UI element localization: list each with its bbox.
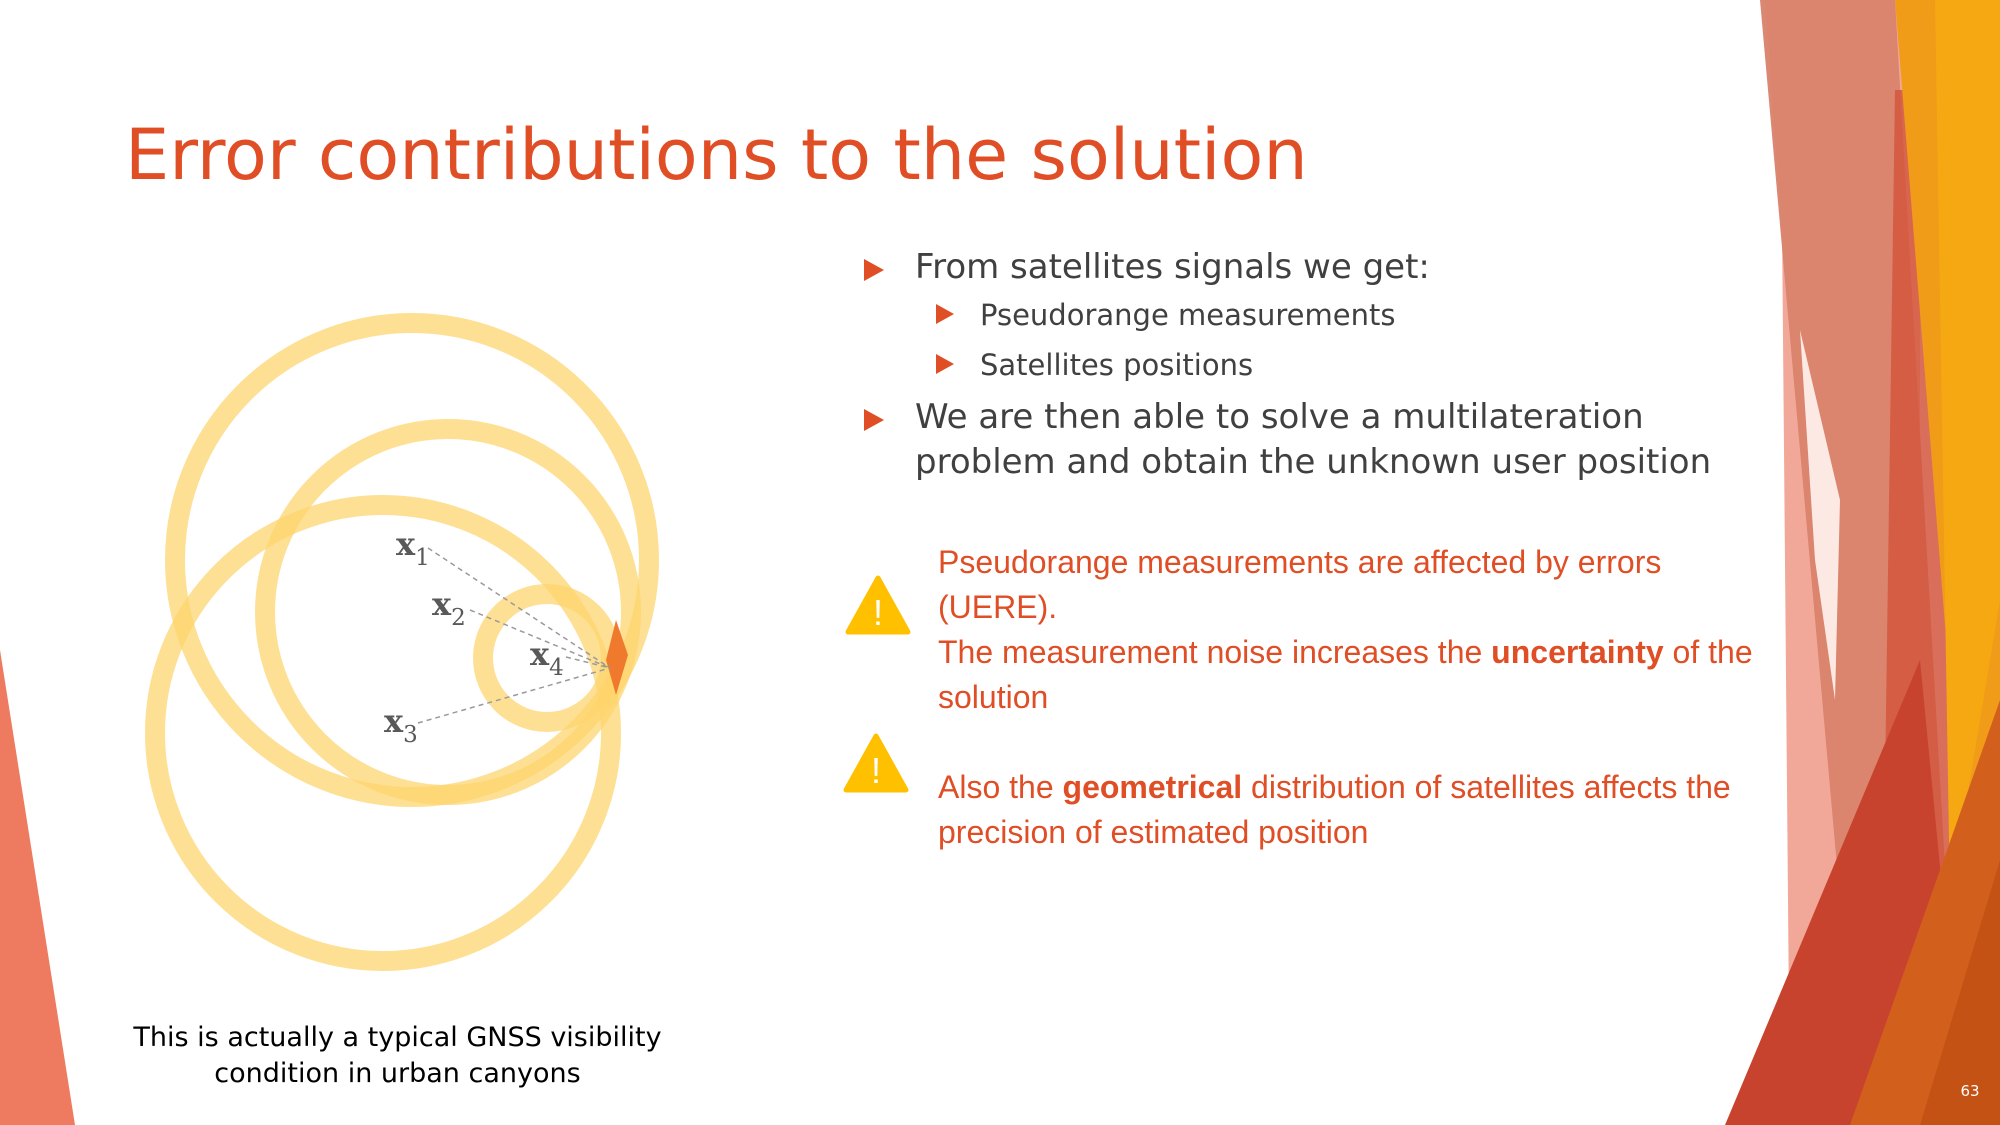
deco-shape-orange-highlight	[1935, 0, 2000, 900]
deco-shape-white-sliver	[1800, 330, 1840, 700]
bullet-list: From satellites signals we get: Pseudora…	[860, 245, 1740, 490]
sat-label-x3: x3	[384, 702, 418, 748]
bullet-item-1-text: From satellites signals we get:	[915, 247, 1430, 287]
bullet-subitem-2-text: Satellites positions	[980, 348, 1254, 382]
warning-noise-text: The measurement noise increases the unce…	[938, 634, 1753, 715]
page-number: 63	[1960, 1082, 1980, 1100]
bullet-arrow-icon	[936, 304, 954, 324]
line-of-sight-x3	[417, 667, 611, 724]
range-circle-x3	[145, 495, 621, 971]
sat-label-x2: x2	[432, 585, 466, 631]
svg-text:!: !	[873, 592, 883, 633]
warning-icon: !	[845, 575, 911, 635]
bullet-item-2: We are then able to solve a multilaterat…	[860, 395, 1740, 485]
emphasis-geometrical: geometrical	[1062, 769, 1243, 805]
bullet-subitem-2: Satellites positions	[860, 345, 1740, 385]
diagram-caption: This is actually a typical GNSS visibili…	[133, 1022, 662, 1089]
line-of-sight-x4	[565, 656, 611, 669]
intersection-region	[606, 620, 628, 695]
warning-message-geometry: Also the geometrical distribution of sat…	[938, 769, 1731, 850]
bullet-arrow-icon	[864, 259, 884, 281]
bullet-arrow-icon	[864, 409, 884, 431]
svg-text:!: !	[871, 750, 881, 791]
bullet-item-1: From satellites signals we get:	[860, 245, 1740, 290]
bullet-subitem-1: Pseudorange measurements	[860, 295, 1740, 335]
slide-title: Error contributions to the solution	[125, 114, 1308, 196]
emphasis-uncertainty: uncertainty	[1491, 634, 1664, 670]
range-circle-x2	[255, 419, 641, 805]
warning-message-uncertainty: Pseudorange measurements are affected by…	[938, 540, 1768, 720]
bullet-subitem-1-text: Pseudorange measurements	[980, 298, 1396, 332]
sat-label-x4: x4	[530, 635, 564, 681]
bullet-item-2-text: We are then able to solve a multilaterat…	[915, 397, 1712, 482]
warning-icon: !	[843, 733, 909, 793]
line-of-sight-x2	[469, 609, 611, 669]
bullet-arrow-icon	[936, 354, 954, 374]
warning-uere-text: Pseudorange measurements are affected by…	[938, 544, 1662, 625]
deco-shape-deep-orange	[1920, 860, 2000, 1125]
sat-label-x1: x1	[396, 525, 430, 571]
deco-shape-left	[0, 650, 75, 1125]
line-of-sight-x1	[427, 547, 611, 669]
